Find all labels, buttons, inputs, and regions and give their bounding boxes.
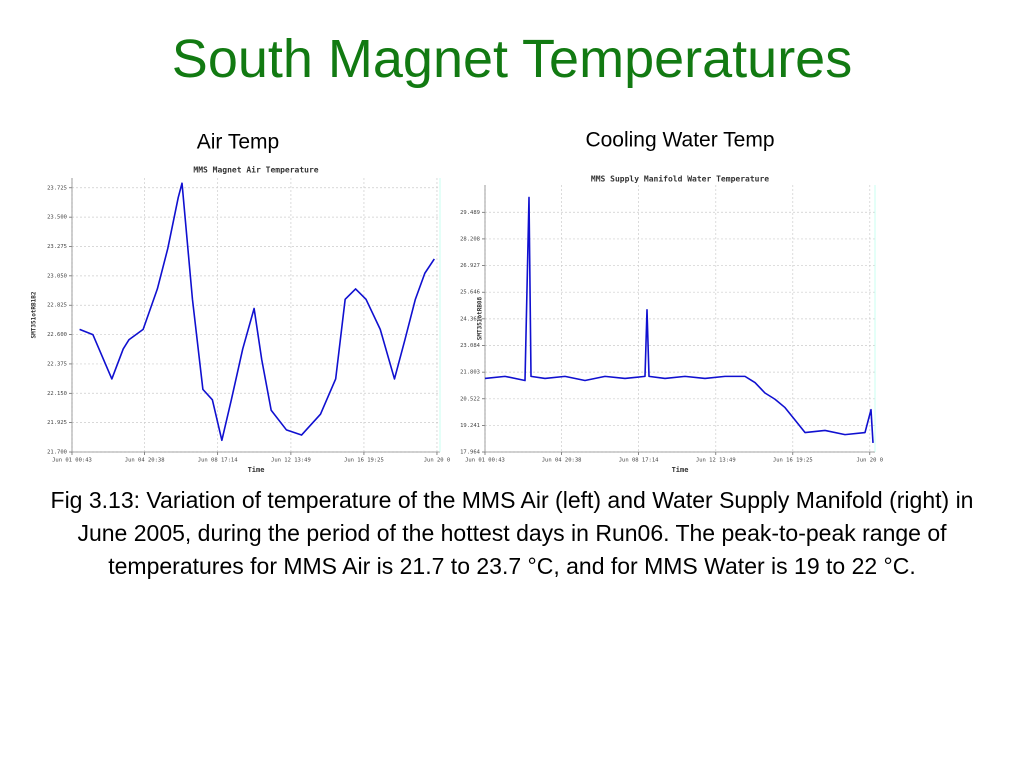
y-tick-label: 26.927 (460, 263, 480, 269)
chart-title: MMS Magnet Air Temperature (193, 165, 318, 175)
y-tick-label: 20.522 (460, 396, 480, 402)
y-tick-label: 24.365 (460, 316, 480, 322)
y-tick-label: 23.275 (47, 244, 67, 250)
data-line (79, 182, 435, 442)
chart-title: MMS Supply Manifold Water Temperature (591, 174, 769, 184)
y-tick-label: 28.208 (460, 236, 480, 242)
y-axis-label: SMT351otRB08 (477, 296, 484, 340)
y-tick-label: 21.925 (47, 420, 67, 426)
y-tick-label: 29.489 (460, 210, 480, 216)
data-line (484, 196, 874, 443)
y-tick-label: 25.646 (460, 290, 480, 296)
x-axis-label: Time (672, 466, 689, 474)
y-tick-label: 23.084 (460, 343, 481, 349)
x-tick-label: Jun 01 00:43 (465, 458, 505, 464)
y-tick-label: 22.600 (47, 332, 67, 338)
y-tick-label: 23.725 (47, 185, 67, 191)
x-tick-label: Jun 01 00:43 (52, 458, 92, 464)
x-tick-label: Jun 16 19:25 (773, 458, 813, 464)
y-tick-label: 22.375 (47, 361, 67, 367)
y-axis-label: SMT351otRB1B2 (31, 291, 38, 338)
y-tick-label: 22.825 (47, 303, 67, 309)
x-tick-label: Jun 04 20:38 (542, 458, 582, 464)
y-tick-label: 23.050 (47, 273, 67, 279)
x-axis-label: Time (248, 466, 265, 474)
panel-heading: Air Temp (197, 131, 279, 154)
y-tick-label: 23.500 (47, 215, 67, 221)
x-tick-label: Jun 20 0 (424, 458, 451, 464)
y-tick-label: 17.964 (460, 450, 481, 456)
caption: Fig 3.13: Variation of temperature of th… (50, 487, 974, 579)
x-tick-label: Jun 12 13:49 (696, 458, 736, 464)
x-tick-label: Jun 12 13:49 (271, 458, 311, 464)
y-tick-label: 19.241 (460, 423, 480, 429)
y-tick-label: 22.150 (47, 391, 67, 397)
x-tick-label: Jun 08 17:14 (619, 458, 659, 464)
y-tick-label: 21.803 (460, 370, 480, 376)
x-tick-label: Jun 20 0 (857, 458, 884, 464)
panel-heading: Cooling Water Temp (585, 129, 774, 152)
x-tick-label: Jun 16 19:25 (344, 458, 384, 464)
y-tick-label: 21.700 (47, 450, 67, 456)
x-tick-label: Jun 04 20:38 (125, 458, 165, 464)
charts: Air Temp MMS Magnet Air Temperature Time SM… (31, 129, 884, 474)
slide-title: South Magnet Temperatures (171, 29, 853, 89)
x-tick-label: Jun 08 17:14 (198, 458, 238, 464)
